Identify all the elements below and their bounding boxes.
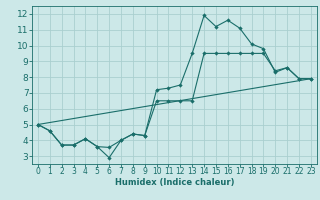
X-axis label: Humidex (Indice chaleur): Humidex (Indice chaleur) <box>115 178 234 187</box>
